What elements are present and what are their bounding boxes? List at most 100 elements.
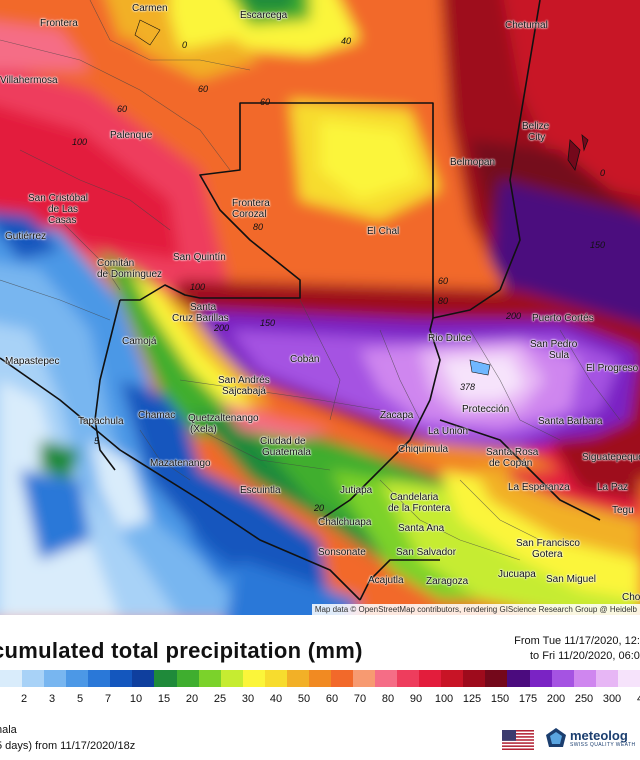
color-legend: [0, 670, 640, 687]
city-label: Casas: [48, 215, 77, 226]
contour-label: 60: [117, 104, 128, 114]
city-label: San Quintín: [173, 252, 226, 263]
legend-swatch: [110, 670, 133, 687]
city-label: Guatemala: [262, 447, 311, 458]
city-label: Puerto Cortés: [532, 313, 594, 324]
legend-tick-label: 10: [129, 693, 143, 705]
city-label: Rio Dulce: [428, 333, 472, 344]
city-label: San Miguel: [546, 574, 597, 585]
contour-label: 60: [198, 84, 209, 94]
legend-swatch: [308, 670, 331, 687]
city-label: San Pedro: [530, 339, 578, 350]
contour-label: 200: [506, 311, 522, 321]
legend-swatch: [353, 670, 376, 687]
city-label: Zaragoza: [426, 576, 469, 587]
city-label: Sula: [549, 350, 570, 361]
city-label: Gutiérrez: [5, 231, 47, 242]
contour-label: 60: [260, 97, 271, 107]
legend-tick-label: 150: [490, 693, 510, 705]
legend-tick-label: 15: [157, 693, 171, 705]
city-label: Cobán: [290, 354, 320, 365]
city-label: San Andrés: [218, 375, 270, 386]
contour-label: 40: [341, 36, 352, 46]
legend-swatch: [330, 670, 353, 687]
city-label: Escarcega: [240, 10, 288, 21]
city-label: Acajutla: [368, 575, 404, 586]
contour-label: 60: [438, 276, 449, 286]
legend-tick-label: 175: [518, 693, 538, 705]
legend-swatch: [463, 670, 486, 687]
legend-swatch: [176, 670, 199, 687]
legend-swatch: [242, 670, 265, 687]
city-label: Jucuapa: [498, 569, 536, 580]
contour-label: 20: [314, 503, 325, 513]
city-label: Mazatenango: [150, 458, 211, 469]
contour-label: 150: [590, 240, 606, 250]
contour-label: 5: [94, 436, 100, 446]
legend-tick-label: 20: [185, 693, 199, 705]
city-label: Palenque: [110, 130, 153, 141]
legend-swatch: [485, 670, 508, 687]
legend-tick-label: 40: [269, 693, 283, 705]
legend-swatch: [264, 670, 287, 687]
legend-tick-label: 300: [602, 693, 622, 705]
city-label: Santa Barbara: [538, 416, 603, 427]
map-title: cumulated total precipitation (mm): [0, 638, 363, 663]
city-label: El Progreso: [586, 363, 639, 374]
legend-swatch: [573, 670, 596, 687]
map-attribution[interactable]: Map data © OpenStreetMap contributors, r…: [311, 604, 640, 615]
legend-swatch: [44, 670, 67, 687]
legend-tick-label: 200: [546, 693, 566, 705]
legend-tick-label: 25: [213, 693, 227, 705]
city-label: de Las: [48, 204, 79, 215]
city-label: Corozal: [232, 209, 267, 220]
city-label: de Domínguez: [97, 269, 163, 280]
city-label: Zacapa: [380, 410, 414, 421]
city-label: de la Frontera: [388, 503, 451, 514]
contour-label: 100: [190, 282, 206, 292]
contour-label: 200: [214, 323, 230, 333]
legend-swatch: [551, 670, 574, 687]
legend-labels: 2 3 5 7 10 15 20 25 30 40 50 60 70 80 90 100 125 150 175 20…: [0, 693, 640, 707]
city-label: Chalchuapa: [318, 517, 372, 528]
city-label: Mapastepec: [5, 356, 60, 367]
city-label: Protección: [462, 404, 510, 415]
us-flag-icon[interactable]: [502, 730, 534, 750]
meteoblue-logo[interactable]: meteolog SWISS QUALITY WEATH: [545, 727, 635, 749]
legend-tick-label: 125: [462, 693, 482, 705]
region-label: nala: [0, 724, 17, 736]
model-run-label: 5 days) from 11/17/2020/18z: [0, 740, 136, 752]
city-label: Santa Ana: [398, 523, 445, 534]
legend-tick-label: 90: [409, 693, 423, 705]
city-label: La Paz: [597, 482, 629, 493]
city-label: Chiquimula: [398, 444, 449, 455]
legend-swatch: [88, 670, 111, 687]
city-label: Santa: [190, 302, 217, 313]
legend-swatch: [132, 670, 155, 687]
legend-tick-label: 4: [637, 693, 640, 705]
legend-tick-label: 30: [241, 693, 255, 705]
brand-tagline: SWISS QUALITY WEATH: [570, 741, 636, 748]
city-label: Jutiapa: [340, 485, 373, 496]
precipitation-map[interactable]: Frontera Carmen Escarcega Chetumal Villaherm…: [0, 0, 640, 615]
legend-swatch: [595, 670, 618, 687]
legend-tick-label: 100: [434, 693, 454, 705]
city-label: Siguatepeque: [582, 452, 640, 463]
contour-label: 80: [438, 296, 449, 306]
city-label: El Chal: [367, 226, 400, 237]
city-label: Comitán: [97, 258, 135, 269]
to-date-label: to Fri 11/20/2020, 06:00: [530, 650, 640, 662]
city-label: Belmopan: [450, 157, 496, 168]
contour-label: 100: [72, 137, 88, 147]
city-label: Villahermosa: [0, 75, 58, 86]
city-label: Escuintla: [240, 485, 281, 496]
legend-tick-label: 70: [353, 693, 367, 705]
legend-swatch: [66, 670, 89, 687]
city-label: La Esperanza: [508, 482, 570, 493]
legend-swatch: [419, 670, 442, 687]
city-label: San Salvador: [396, 547, 457, 558]
city-label: Sajcabajá: [222, 386, 266, 397]
legend-tick-label: 250: [574, 693, 594, 705]
city-label: Camojá: [122, 336, 157, 347]
city-label: Frontera: [40, 18, 78, 29]
